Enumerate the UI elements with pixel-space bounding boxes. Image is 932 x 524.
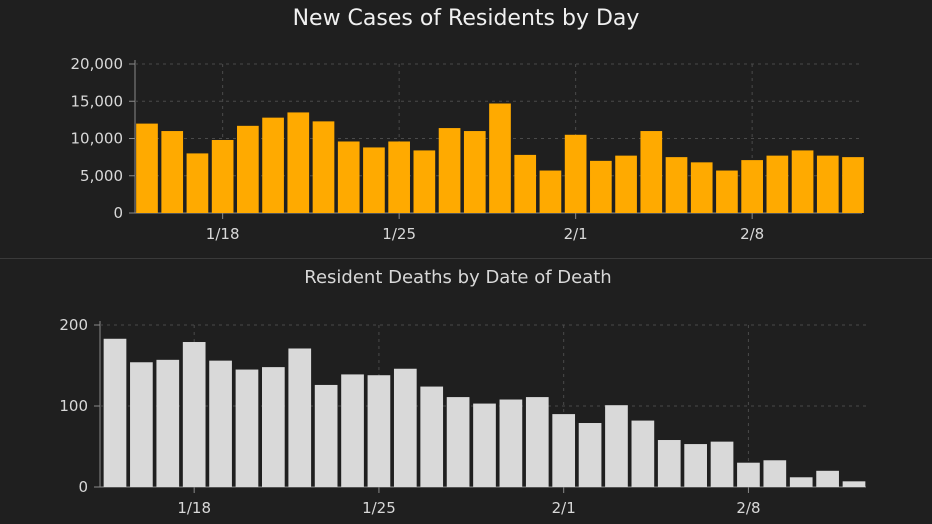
bar [816, 470, 839, 487]
bar [287, 112, 310, 213]
bar [657, 440, 681, 487]
bar [103, 338, 127, 487]
x-tick-label: 1/25 [382, 225, 416, 243]
bar [314, 384, 338, 487]
bar [413, 150, 436, 213]
bar [393, 368, 417, 487]
bar [766, 155, 789, 213]
bar [489, 103, 511, 213]
bar [235, 369, 259, 487]
y-tick-label: 20,000 [71, 55, 124, 73]
bar [514, 154, 537, 213]
bar [525, 397, 549, 487]
y-tick-label: 0 [78, 478, 88, 496]
bar [211, 139, 234, 213]
bar [789, 477, 813, 487]
bar [791, 150, 814, 213]
chart-title: Resident Deaths by Date of Death [304, 267, 611, 288]
bar [262, 367, 285, 487]
bar [539, 170, 562, 213]
bar [552, 414, 576, 487]
bar [816, 155, 839, 213]
bar [186, 153, 209, 213]
bar [161, 131, 184, 213]
bar [684, 444, 707, 487]
bar [737, 462, 760, 487]
bar [615, 155, 637, 213]
bar [716, 170, 738, 213]
x-tick-label: 1/25 [362, 499, 396, 517]
bar [341, 374, 364, 487]
bar [337, 141, 360, 213]
bar [420, 386, 444, 487]
bar [763, 460, 787, 487]
bar [842, 157, 864, 213]
bar [312, 121, 335, 213]
chart-divider [0, 258, 932, 259]
bar [605, 405, 628, 487]
bar [363, 147, 385, 213]
x-tick-label: 1/18 [206, 225, 240, 243]
bar [842, 481, 866, 487]
bar [136, 123, 158, 213]
bar [367, 375, 391, 487]
x-tick-label: 2/8 [740, 225, 764, 243]
y-tick-label: 10,000 [71, 130, 124, 148]
y-tick-label: 5,000 [80, 167, 123, 185]
bar [237, 125, 259, 213]
y-tick-label: 15,000 [71, 92, 124, 110]
y-tick-label: 0 [113, 204, 123, 222]
y-tick-label: 200 [59, 316, 88, 334]
bar [499, 399, 523, 487]
bar [438, 128, 461, 213]
new-cases-chart: New Cases of Residents by Day 0 5,000 10,0… [71, 6, 864, 243]
bar [288, 348, 312, 487]
chart-title: New Cases of Residents by Day [293, 6, 640, 31]
bar [156, 359, 180, 487]
bar [665, 157, 688, 213]
bar [388, 141, 410, 213]
y-tick-label: 100 [59, 397, 88, 415]
bar [262, 117, 284, 213]
bar [564, 134, 587, 213]
bar [640, 131, 663, 213]
bar [473, 403, 496, 487]
bar [463, 131, 486, 213]
x-tick-label: 2/8 [736, 499, 760, 517]
bar [578, 423, 602, 487]
bar [182, 342, 206, 487]
bar [446, 397, 470, 487]
bar [690, 162, 713, 213]
bar [130, 362, 153, 487]
bar [710, 441, 734, 487]
x-tick-label: 2/1 [564, 225, 588, 243]
bar [631, 420, 655, 487]
x-tick-label: 2/1 [552, 499, 576, 517]
x-tick-label: 1/18 [177, 499, 211, 517]
bar [590, 160, 612, 213]
bar [741, 160, 763, 213]
bar [209, 360, 232, 487]
resident-deaths-chart: Resident Deaths by Date of Death 0 100 200… [59, 267, 866, 517]
